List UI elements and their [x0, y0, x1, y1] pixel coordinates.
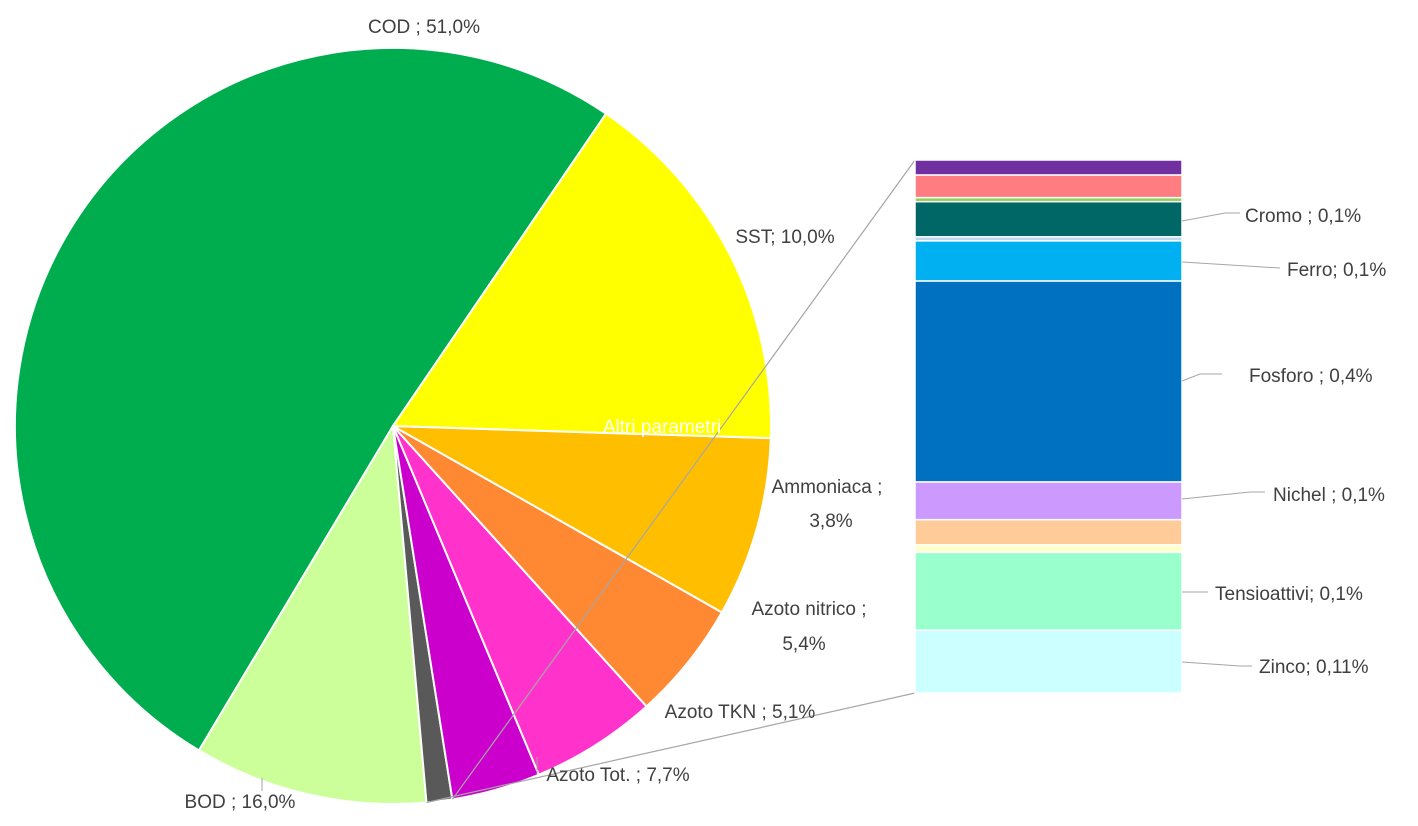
pie-slice — [197, 422, 428, 805]
segment-label: Tensioattivi; 0,1% — [1215, 584, 1363, 605]
leader-line — [1181, 373, 1222, 382]
leader-line — [1181, 491, 1265, 500]
pie-slice — [13, 46, 608, 752]
leader-line — [1181, 212, 1240, 222]
bar-segment — [914, 200, 1183, 238]
breakdown-bar — [914, 159, 1183, 694]
slice-label: Ammoniaca ; — [772, 477, 883, 498]
connector-line-top — [451, 159, 916, 800]
bar-segment — [914, 629, 1183, 694]
bar-segment — [914, 551, 1183, 631]
leader-line — [1181, 661, 1252, 667]
bar-segment — [914, 159, 1183, 176]
segment-label: Fosforo ; 0,4% — [1249, 366, 1373, 387]
pie-slice — [391, 112, 772, 440]
slice-label: 3,8% — [809, 511, 852, 532]
segment-label: Ferro; 0,1% — [1287, 260, 1386, 281]
bar-segment — [914, 174, 1183, 199]
slice-label: COD ; 51,0% — [368, 17, 480, 38]
bar-segment — [914, 481, 1183, 521]
bar-segment — [914, 240, 1183, 282]
breakdown-connectors — [426, 159, 916, 804]
slice-label: Azoto Tot. ; 7,7% — [546, 765, 689, 786]
pie-slice — [392, 425, 772, 614]
data-labels: COD ; 51,0% SST; 10,0% Altri parametri Ammo… — [185, 17, 1387, 813]
connector-line-bottom — [426, 692, 916, 804]
slice-label: Azoto TKN ; 5,1% — [665, 702, 816, 723]
slice-label: BOD ; 16,0% — [185, 792, 296, 813]
slice-label: Altri parametri — [603, 417, 721, 438]
leader-line — [1181, 261, 1281, 269]
segment-label: Cromo ; 0,1% — [1245, 206, 1361, 227]
bar-segment — [914, 280, 1183, 483]
segment-label: Zinco; 0,11% — [1259, 657, 1369, 678]
leader-lines — [261, 212, 1281, 791]
segment-label: Nichel ; 0,1% — [1273, 485, 1385, 506]
bar-segment — [914, 544, 1183, 554]
bar-segment — [914, 518, 1183, 546]
slice-label: Azoto nitrico ; — [751, 599, 866, 620]
pie-slices — [13, 46, 772, 805]
slice-label: 5,4% — [782, 634, 825, 655]
slice-label: SST; 10,0% — [735, 227, 834, 248]
